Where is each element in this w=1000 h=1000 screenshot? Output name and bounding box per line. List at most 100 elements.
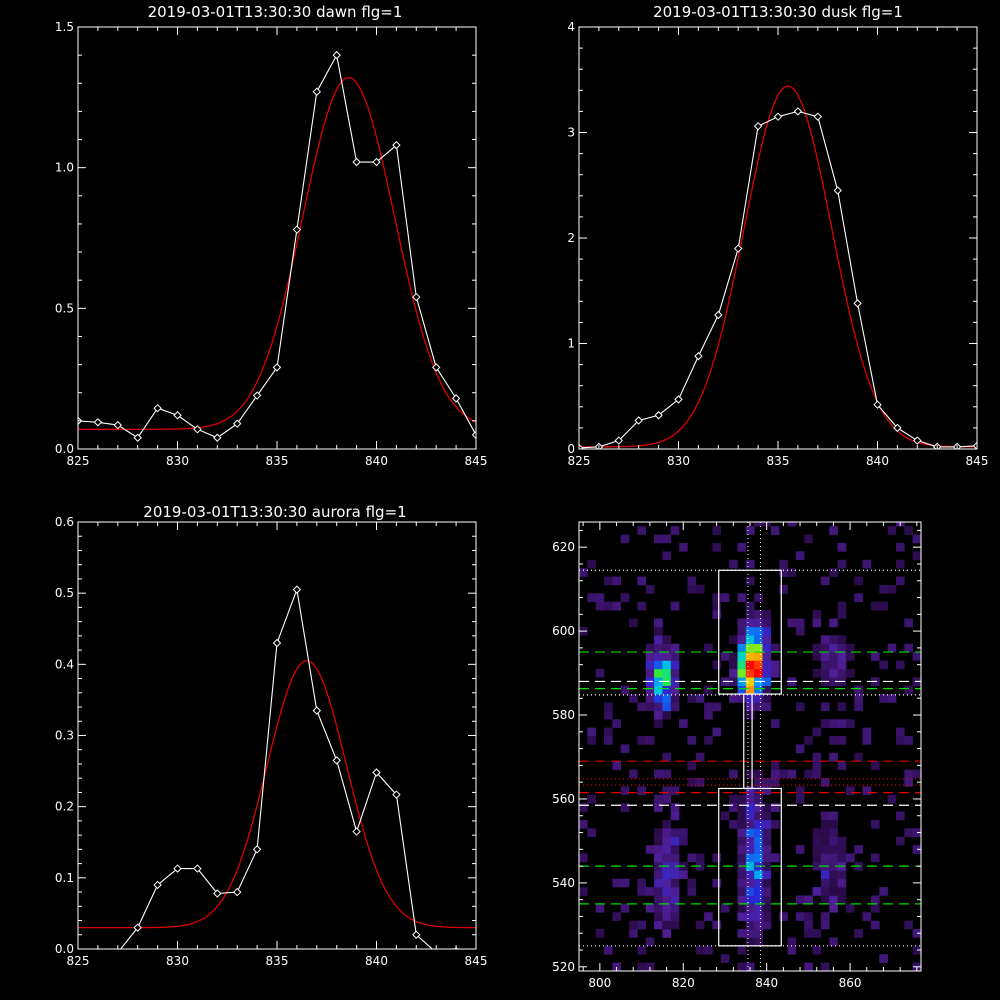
image-pixel	[654, 618, 663, 628]
image-pixel	[737, 853, 747, 863]
image-pixel	[712, 601, 722, 611]
image-pixel	[820, 719, 830, 728]
x-tick-label: 845	[465, 454, 488, 468]
image-pixel	[770, 761, 780, 770]
image-pixel	[737, 903, 747, 913]
image-pixel	[754, 618, 763, 628]
image-pixel	[854, 685, 863, 695]
image-pixel	[712, 610, 722, 619]
image-pixel	[645, 736, 655, 745]
image-pixel	[754, 853, 763, 863]
image-pixel	[637, 962, 647, 971]
image-pixel	[829, 719, 838, 728]
image-pixel	[895, 576, 905, 586]
image-pixel	[804, 769, 813, 779]
image-pixel	[837, 736, 847, 745]
image-pixel	[670, 828, 680, 838]
image-pixel	[729, 794, 738, 804]
image-pixel	[812, 845, 822, 854]
image-pixel	[845, 643, 855, 653]
image-pixel	[745, 786, 755, 796]
image-pixel	[895, 542, 905, 552]
image-pixel	[879, 954, 888, 963]
image-pixel	[820, 836, 830, 846]
image-pixel	[754, 819, 763, 829]
image-pixel	[762, 694, 772, 703]
image-pixel	[679, 828, 688, 838]
plot-frame	[77, 521, 477, 950]
image-pixel	[829, 895, 838, 905]
image-pixel	[904, 685, 913, 695]
image-pixel	[745, 870, 755, 879]
image-pixel	[812, 652, 822, 661]
data-point	[614, 436, 624, 445]
image-pixel	[770, 819, 780, 829]
image-pixel	[712, 727, 722, 737]
image-pixel	[854, 845, 863, 854]
image-pixel	[829, 828, 838, 838]
image-pixel	[812, 861, 822, 871]
image-pixel	[670, 903, 680, 913]
image-pixel	[837, 878, 847, 888]
image-pixel	[587, 727, 596, 737]
image-pixel	[779, 559, 788, 569]
image-pixel	[745, 861, 755, 871]
image-pixel	[704, 685, 713, 695]
image-pixel	[737, 618, 747, 628]
image-pixel	[904, 828, 913, 838]
image-pixel	[745, 887, 755, 896]
image-pixel	[904, 526, 913, 535]
image-pixel	[637, 920, 647, 930]
x-tick-label: 860	[839, 976, 862, 990]
image-pixel	[712, 660, 722, 670]
image-pixel	[829, 568, 838, 577]
image-pixel	[737, 542, 747, 552]
image-pixel	[787, 945, 797, 955]
image-pixel	[804, 736, 813, 745]
image-pixel	[645, 652, 655, 661]
image-pixel	[812, 853, 822, 863]
image-pixel	[745, 769, 755, 779]
image-pixel	[720, 593, 730, 603]
image-pixel	[737, 887, 747, 896]
image-pixel	[829, 652, 838, 661]
image-pixel	[870, 853, 880, 863]
image-pixel	[895, 559, 905, 569]
image-pixel	[712, 526, 722, 535]
image-pixel	[729, 559, 738, 569]
x-tick-label: 845	[966, 454, 989, 468]
image-pixel	[654, 887, 663, 896]
x-tick-label: 800	[588, 976, 611, 990]
image-pixel	[654, 652, 663, 661]
y-tick-label: 0.5	[55, 301, 74, 315]
image-pixel	[729, 635, 738, 644]
image-pixel	[762, 677, 772, 686]
image-pixel	[762, 861, 772, 871]
image-pixel	[912, 551, 921, 561]
y-tick-label: 0.2	[55, 800, 74, 814]
data-line	[579, 110, 977, 449]
image-pixel	[829, 643, 838, 653]
image-pixel	[754, 593, 763, 603]
image-pixel	[829, 752, 838, 762]
image-pixel	[654, 903, 663, 913]
image-pixel	[670, 786, 680, 796]
image-pixel	[737, 836, 747, 846]
image-pixel	[829, 660, 838, 670]
x-tick-label: 825	[568, 454, 591, 468]
image-pixel	[820, 635, 830, 644]
image-pixel	[712, 920, 722, 930]
data-point	[893, 423, 902, 433]
image-pixel	[654, 626, 663, 636]
data-point	[312, 706, 322, 715]
image-pixel	[729, 803, 738, 812]
image-pixel	[820, 845, 830, 854]
image-pixel	[845, 786, 855, 796]
image-pixel	[745, 526, 755, 535]
panel-aurora: 2019-03-01T13:30:30 aurora flg=1 825 830 8…	[55, 503, 488, 968]
image-pixel	[845, 668, 855, 678]
image-pixel	[737, 643, 747, 653]
image-pixel	[662, 912, 672, 921]
image-pixel	[754, 845, 763, 854]
image-pixel	[687, 736, 697, 745]
